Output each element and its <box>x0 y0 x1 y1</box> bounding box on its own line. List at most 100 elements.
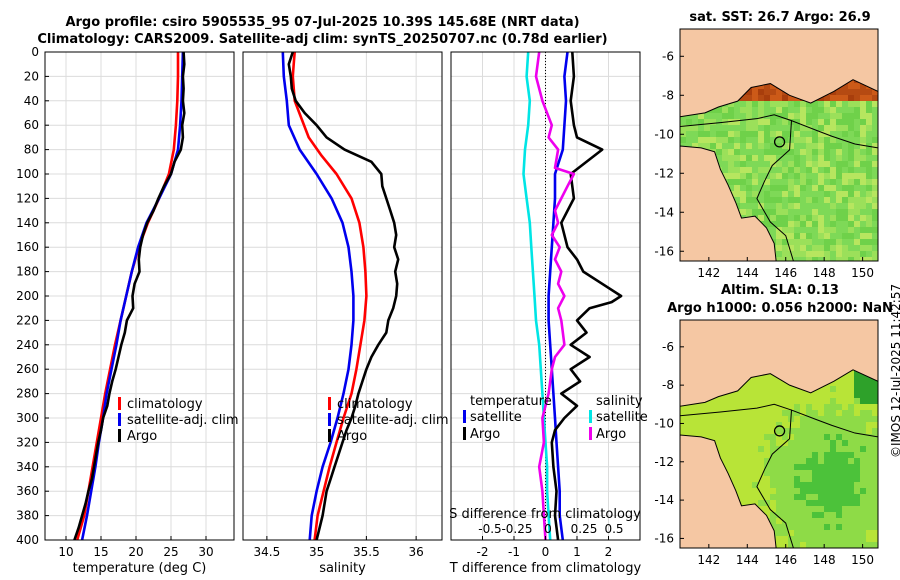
map-cell <box>872 107 878 113</box>
map-cell <box>770 107 776 113</box>
map-cell <box>800 404 806 410</box>
map-cell <box>776 143 782 149</box>
map-cell <box>782 476 788 482</box>
map-cell <box>848 137 854 143</box>
map-cell <box>746 155 752 161</box>
map-cell <box>776 197 782 203</box>
map-cell <box>848 83 854 89</box>
map-cell <box>812 458 818 464</box>
map-cell <box>836 239 842 245</box>
map-cell <box>848 125 854 131</box>
map-cell <box>824 416 830 422</box>
map-cell <box>866 101 872 107</box>
map-cell <box>824 428 830 434</box>
series-line-salinity-argo <box>534 51 576 541</box>
map-cell <box>734 173 740 179</box>
map-cell <box>824 410 830 416</box>
map-cell <box>824 185 830 191</box>
map-cell <box>722 149 728 155</box>
map-cell <box>776 239 782 245</box>
map-cell <box>872 95 878 101</box>
map-cell <box>866 446 872 452</box>
map-cell <box>776 167 782 173</box>
map-cell <box>740 125 746 131</box>
map-cell <box>818 398 824 404</box>
map-cell <box>776 422 782 428</box>
map-cell <box>770 143 776 149</box>
map-cell <box>812 404 818 410</box>
map-cell <box>812 191 818 197</box>
map-cell <box>842 215 848 221</box>
map-cell <box>776 464 782 470</box>
map-cell <box>758 476 764 482</box>
map-cell <box>866 494 872 500</box>
map-cell <box>860 233 866 239</box>
map-cell <box>788 227 794 233</box>
map-cell <box>680 137 686 143</box>
x-tick-label: 20 <box>128 545 143 559</box>
map-cell <box>716 107 722 113</box>
map-cell <box>866 197 872 203</box>
map-cell <box>794 398 800 404</box>
map-cell <box>842 464 848 470</box>
map-cell <box>812 215 818 221</box>
map-cell <box>764 167 770 173</box>
map-cell <box>836 398 842 404</box>
map-cell <box>848 257 854 261</box>
map-cell <box>824 464 830 470</box>
map-cell <box>776 221 782 227</box>
map-cell <box>692 131 698 137</box>
map-cell <box>692 137 698 143</box>
map-cell <box>866 257 872 261</box>
timestamp-label: ©IMOS 12-Jul-2025 11:42:57 <box>889 283 900 458</box>
map-cell <box>770 494 776 500</box>
map-cell <box>818 440 824 446</box>
map-cell <box>830 506 836 512</box>
map-cell <box>740 173 746 179</box>
map-cell <box>746 125 752 131</box>
map-cell <box>806 155 812 161</box>
map-cell <box>740 119 746 125</box>
map-cell <box>746 209 752 215</box>
x-tick-label: 2 <box>605 545 613 559</box>
map-cell <box>776 245 782 251</box>
map-cell <box>722 446 728 452</box>
map-cell <box>842 524 848 530</box>
map-cell <box>758 149 764 155</box>
map-cell <box>818 215 824 221</box>
map-cell <box>794 422 800 428</box>
map-cell <box>782 137 788 143</box>
map-cell <box>830 482 836 488</box>
map-cell <box>686 131 692 137</box>
map-cell <box>716 398 722 404</box>
map-cell <box>824 191 830 197</box>
map-cell <box>866 179 872 185</box>
map-cell <box>794 416 800 422</box>
map-cell <box>866 482 872 488</box>
map-cell <box>830 428 836 434</box>
map-cell <box>872 452 878 458</box>
map-cell <box>830 488 836 494</box>
map-cell <box>806 530 812 536</box>
map-cell <box>776 101 782 107</box>
y-tick-label: 100 <box>16 167 39 181</box>
map-cell <box>806 422 812 428</box>
y-tick-label: 400 <box>16 533 39 547</box>
map-cell <box>836 530 842 536</box>
map-cell <box>824 95 830 101</box>
map-cell <box>758 125 764 131</box>
map-cell <box>848 173 854 179</box>
map-cell <box>782 416 788 422</box>
map-cell <box>842 221 848 227</box>
map-cell <box>794 434 800 440</box>
map-cell <box>854 119 860 125</box>
map-cell <box>872 542 878 548</box>
map-cell <box>788 494 794 500</box>
map-cell <box>818 386 824 392</box>
map-cell <box>824 422 830 428</box>
map-cell <box>800 416 806 422</box>
map-cell <box>836 101 842 107</box>
map-cell <box>770 137 776 143</box>
map-cell <box>746 470 752 476</box>
